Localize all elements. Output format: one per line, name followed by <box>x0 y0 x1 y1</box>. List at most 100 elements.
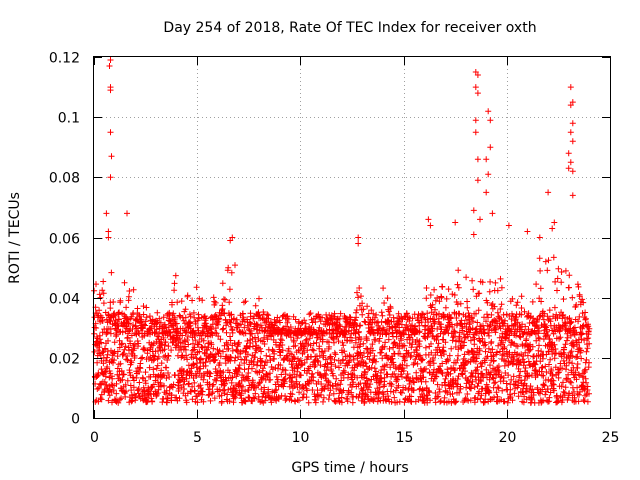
data-point <box>191 379 198 386</box>
data-point <box>333 333 340 340</box>
data-point <box>470 348 477 355</box>
data-point <box>494 349 500 356</box>
data-point <box>111 339 118 346</box>
data-point <box>361 318 368 325</box>
data-point <box>486 323 493 330</box>
data-point <box>197 356 204 363</box>
data-point <box>457 300 464 307</box>
data-point <box>180 381 187 388</box>
data-point <box>385 336 392 343</box>
data-point <box>247 340 254 346</box>
data-point <box>391 394 398 401</box>
data-point <box>487 144 494 151</box>
data-point <box>488 302 495 309</box>
data-point <box>201 372 208 379</box>
x-tick-label: 25 <box>602 430 620 446</box>
data-point <box>165 343 172 350</box>
data-point <box>572 369 579 376</box>
data-point <box>547 389 554 396</box>
data-point <box>154 362 161 369</box>
data-point <box>373 319 380 326</box>
data-point <box>521 359 528 366</box>
data-point <box>584 383 591 390</box>
data-point <box>578 355 585 362</box>
data-point <box>97 395 104 402</box>
data-point <box>575 398 582 405</box>
data-point <box>168 392 175 399</box>
data-point <box>236 328 243 335</box>
data-point <box>104 354 110 361</box>
x-tick-label: 15 <box>396 430 414 446</box>
data-point <box>442 375 449 382</box>
data-point <box>371 314 378 321</box>
data-point <box>469 373 475 379</box>
data-point <box>428 349 435 356</box>
data-point <box>568 319 575 326</box>
data-point <box>321 348 328 354</box>
data-point <box>267 357 274 364</box>
data-point <box>119 340 126 347</box>
data-point <box>401 399 408 406</box>
data-point <box>545 189 552 196</box>
data-point <box>452 366 458 373</box>
data-point <box>229 374 236 381</box>
data-point <box>574 281 581 288</box>
data-point <box>501 320 508 327</box>
data-point <box>163 375 170 382</box>
data-point <box>563 337 570 344</box>
data-point <box>296 381 303 388</box>
data-point <box>427 397 434 404</box>
data-point <box>192 337 199 344</box>
data-point <box>472 326 479 333</box>
data-point <box>495 342 502 349</box>
data-point <box>249 330 255 337</box>
data-point <box>470 318 477 325</box>
data-point <box>432 390 439 396</box>
data-point <box>560 357 567 364</box>
data-point <box>181 343 188 350</box>
data-point <box>237 321 244 328</box>
data-point <box>106 374 113 381</box>
data-point <box>274 376 281 383</box>
data-point <box>218 398 225 405</box>
data-point <box>536 255 543 262</box>
data-point <box>436 310 442 317</box>
data-point <box>106 392 113 399</box>
data-point <box>469 277 476 284</box>
data-point <box>557 334 564 341</box>
data-point <box>107 305 114 312</box>
data-point <box>192 320 199 327</box>
data-point <box>150 366 157 373</box>
data-point <box>403 310 410 317</box>
data-point <box>395 382 402 389</box>
data-point <box>561 344 568 351</box>
data-point <box>148 384 155 391</box>
data-point <box>455 346 462 353</box>
data-point <box>584 335 590 342</box>
data-point <box>435 393 442 400</box>
data-point <box>113 380 120 387</box>
data-point <box>397 371 404 378</box>
data-point <box>252 302 259 309</box>
data-point <box>543 369 550 375</box>
x-tick-label: 20 <box>499 430 517 446</box>
data-point <box>398 337 405 344</box>
data-point <box>119 376 126 383</box>
data-point <box>487 117 494 124</box>
data-point <box>328 367 335 374</box>
data-point <box>522 349 529 356</box>
data-point <box>191 344 198 351</box>
data-point <box>401 342 408 349</box>
data-point <box>522 365 529 371</box>
y-tick-label: 0 <box>71 412 80 428</box>
data-point <box>205 392 212 399</box>
data-point <box>273 341 279 348</box>
data-point <box>539 386 546 393</box>
data-point <box>208 341 215 348</box>
data-point <box>532 361 539 368</box>
data-point <box>94 359 101 366</box>
data-point <box>106 63 113 69</box>
data-point <box>486 389 493 396</box>
data-point <box>483 318 489 325</box>
data-point <box>104 364 111 370</box>
